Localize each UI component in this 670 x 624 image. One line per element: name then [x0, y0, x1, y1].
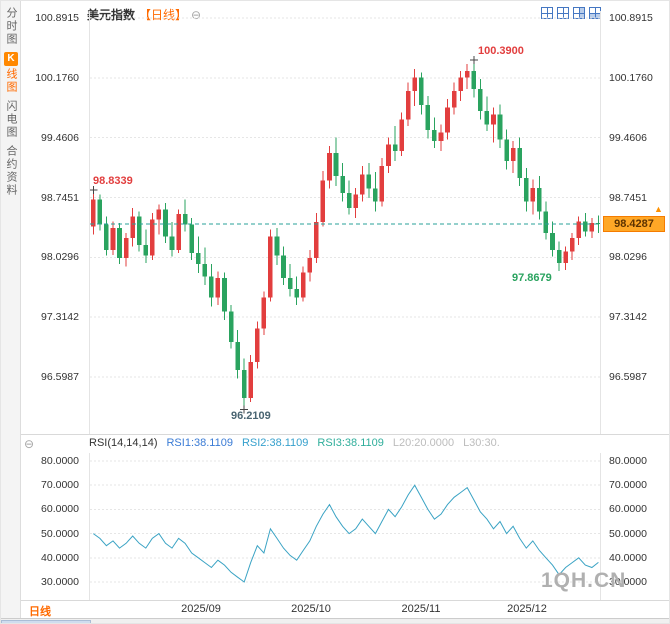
axis-tick-label: 50.0000	[41, 527, 79, 540]
x-axis-label-dec: 2025/12	[507, 603, 547, 615]
axis-tick-label: 98.0296	[609, 251, 647, 264]
axis-tick-label: 60.0000	[41, 503, 79, 516]
sidebar-item-label: 闪电图	[5, 100, 17, 139]
rsi2-value: RSI2:38.1109	[241, 437, 309, 449]
axis-tick-label: 99.4606	[41, 131, 79, 144]
left-price-axis: 100.8915 100.1760 99.4606 98.7451 98.0296 97.…	[21, 1, 85, 623]
sidebar-item-label: 线图	[5, 68, 17, 94]
axis-tick-label: 97.3142	[609, 311, 647, 324]
collapse-icon[interactable]: ⊖	[191, 7, 202, 22]
axis-tick-label: 97.3142	[41, 311, 79, 324]
axis-tick-label: 40.0000	[41, 551, 79, 564]
axis-tick-label: 96.5987	[609, 371, 647, 383]
annotation-recent-low: 97.8679	[512, 272, 552, 284]
axis-tick-label: 100.1760	[609, 71, 653, 84]
rsi3-value: RSI3:38.1109	[317, 437, 384, 449]
axis-tick-label: 100.8915	[35, 12, 79, 24]
axis-tick-label: 100.1760	[35, 71, 79, 84]
axis-tick-label: 80.0000	[609, 455, 647, 467]
rsi-l30-value: L30:30.	[463, 437, 500, 449]
watermark: 1QH.CN	[541, 569, 627, 592]
right-price-axis: 100.8915 100.1760 99.4606 98.7451 98.0296 97.…	[603, 1, 669, 623]
panel-divider	[21, 434, 669, 435]
bottom-divider	[21, 600, 669, 601]
axis-tick-label: 80.0000	[41, 455, 79, 467]
rsi-header: RSI(14,14,14) RSI1:38.1109 RSI2:38.1109 …	[89, 437, 500, 449]
sidebar-item-lightning-chart[interactable]: 闪电图	[1, 94, 21, 139]
axis-tick-label: 70.0000	[41, 479, 79, 492]
sidebar-item-label: 合约资料	[5, 145, 17, 197]
kline-badge: K	[4, 52, 18, 66]
rsi1-value: RSI1:38.1109	[166, 437, 233, 449]
candlestick-chart[interactable]	[89, 11, 601, 434]
axis-tick-label: 99.4606	[609, 131, 647, 144]
bottom-period-label[interactable]: 日线	[29, 606, 51, 618]
sidebar-item-label: 分时图	[5, 7, 17, 46]
scrollbar-thumb[interactable]	[1, 620, 91, 623]
horizontal-scrollbar[interactable]	[1, 618, 669, 623]
axis-tick-label: 98.7451	[609, 191, 647, 204]
axis-tick-label: 98.0296	[41, 251, 79, 264]
x-axis-label-nov: 2025/11	[401, 603, 441, 615]
rsi-collapse-icon[interactable]: ⊖	[24, 437, 35, 451]
axis-tick-label: 30.0000	[41, 576, 79, 588]
rsi-chart[interactable]	[89, 453, 601, 600]
axis-tick-label: 70.0000	[609, 479, 647, 492]
axis-tick-label: 60.0000	[609, 503, 647, 516]
annotation-peak-high: 100.3900	[478, 45, 524, 57]
axis-tick-label: 30.0000	[609, 576, 647, 588]
axis-tick-label: 40.0000	[609, 551, 647, 564]
x-axis-label-sep: 2025/09	[181, 603, 221, 615]
current-price-tag: 98.4287	[603, 216, 665, 232]
x-axis-label-oct: 2025/10	[291, 603, 331, 615]
sidebar-item-contract-info[interactable]: 合约资料	[1, 139, 21, 197]
rsi-l20-value: L20:20.0000	[392, 437, 455, 449]
axis-tick-label: 96.5987	[41, 371, 79, 383]
price-arrow-icon: ▲	[654, 204, 663, 214]
axis-tick-label: 50.0000	[609, 527, 647, 540]
sidebar: 分时图 K 线图 闪电图 合约资料	[1, 1, 21, 623]
rsi-indicator-name: RSI(14,14,14)	[89, 437, 158, 449]
axis-tick-label: 98.7451	[41, 191, 79, 204]
axis-tick-label: 100.8915	[609, 12, 653, 24]
sidebar-item-kline-chart[interactable]: K 线图	[1, 46, 21, 94]
sidebar-item-time-chart[interactable]: 分时图	[1, 1, 21, 46]
annotation-bottom-low: 96.2109	[231, 410, 271, 422]
annotation-first-high: 98.8339	[93, 175, 133, 187]
